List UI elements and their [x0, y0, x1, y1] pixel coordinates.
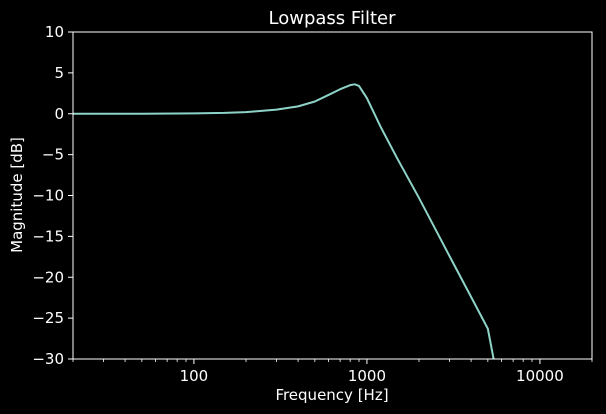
x-axis-label: Frequency [Hz] [275, 386, 388, 404]
y-tick-label: 10 [45, 23, 64, 41]
x-tick-label: 100 [180, 367, 209, 385]
x-tick-label: 1000 [348, 367, 386, 385]
plot-frame [72, 31, 593, 360]
y-tick-label: −15 [32, 227, 64, 245]
y-tick-label: 5 [54, 64, 64, 82]
series-line-0 [73, 83, 495, 359]
y-tick-label: −30 [32, 350, 64, 368]
x-tick-label: 10000 [516, 367, 564, 385]
y-axis-label: Magnitude [dB] [8, 137, 26, 253]
y-tick-label: 0 [54, 105, 64, 123]
y-tick-label: −20 [32, 268, 64, 286]
y-tick-label: −25 [32, 309, 64, 327]
chart-title: Lowpass Filter [269, 8, 397, 29]
y-tick-label: −10 [32, 187, 64, 205]
y-tick-label: −5 [42, 146, 64, 164]
